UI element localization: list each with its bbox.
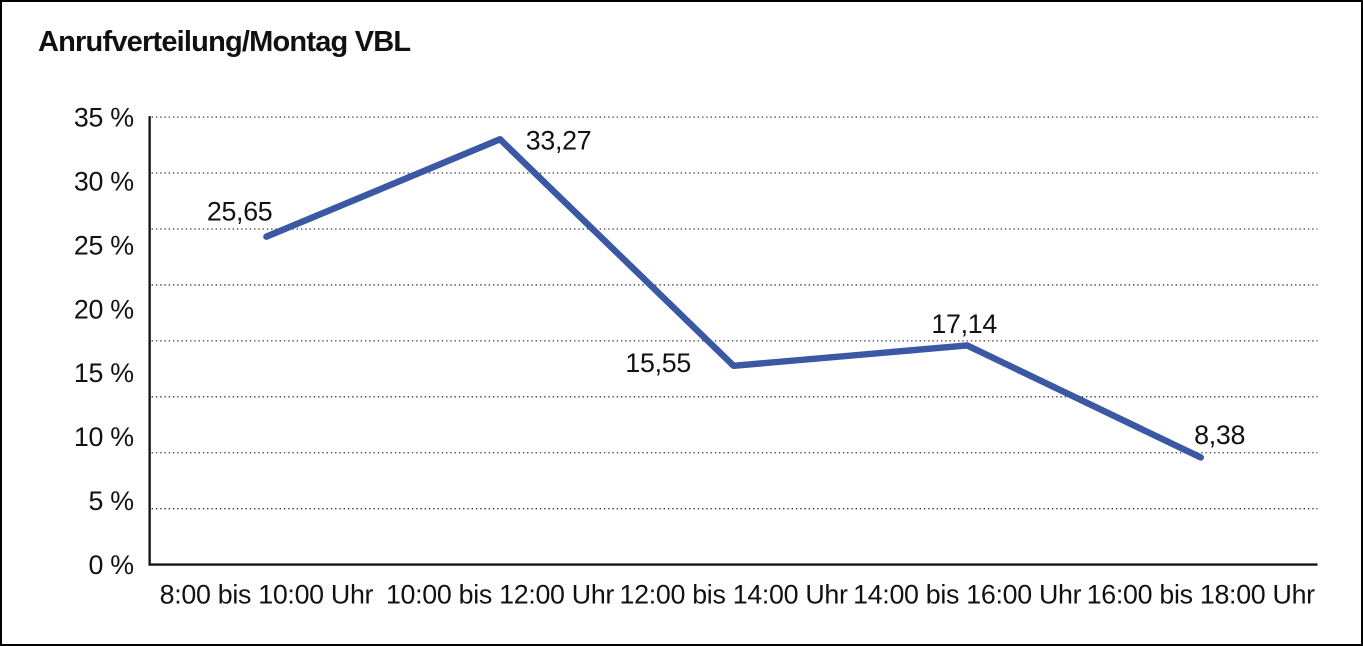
chart-title: Anrufverteilung/Montag VBL	[38, 26, 411, 58]
value-label: 33,27	[526, 126, 592, 156]
x-tick-label: 16:00 bis 18:00 Uhr	[1087, 579, 1315, 609]
y-tick-label: 30 %	[74, 166, 134, 196]
y-tick-label: 15 %	[74, 358, 134, 388]
value-label: 17,14	[931, 309, 997, 339]
value-label: 8,38	[1194, 420, 1245, 450]
value-label: 15,55	[625, 348, 691, 378]
y-tick-label: 5 %	[89, 486, 134, 516]
x-tick-label: 12:00 bis 14:00 Uhr	[620, 579, 848, 609]
y-tick-label: 25 %	[74, 230, 134, 260]
y-tick-label: 20 %	[74, 294, 134, 324]
y-tick-label: 10 %	[74, 422, 134, 452]
y-tick-label: 35 %	[74, 103, 134, 133]
y-tick-label: 0 %	[89, 550, 134, 580]
data-line	[263, 135, 1204, 461]
x-tick-label: 10:00 bis 12:00 Uhr	[386, 579, 614, 609]
x-tick-label: 8:00 bis 10:00 Uhr	[160, 579, 374, 609]
value-label: 25,65	[207, 196, 273, 226]
x-tick-label: 14:00 bis 16:00 Uhr	[853, 579, 1081, 609]
